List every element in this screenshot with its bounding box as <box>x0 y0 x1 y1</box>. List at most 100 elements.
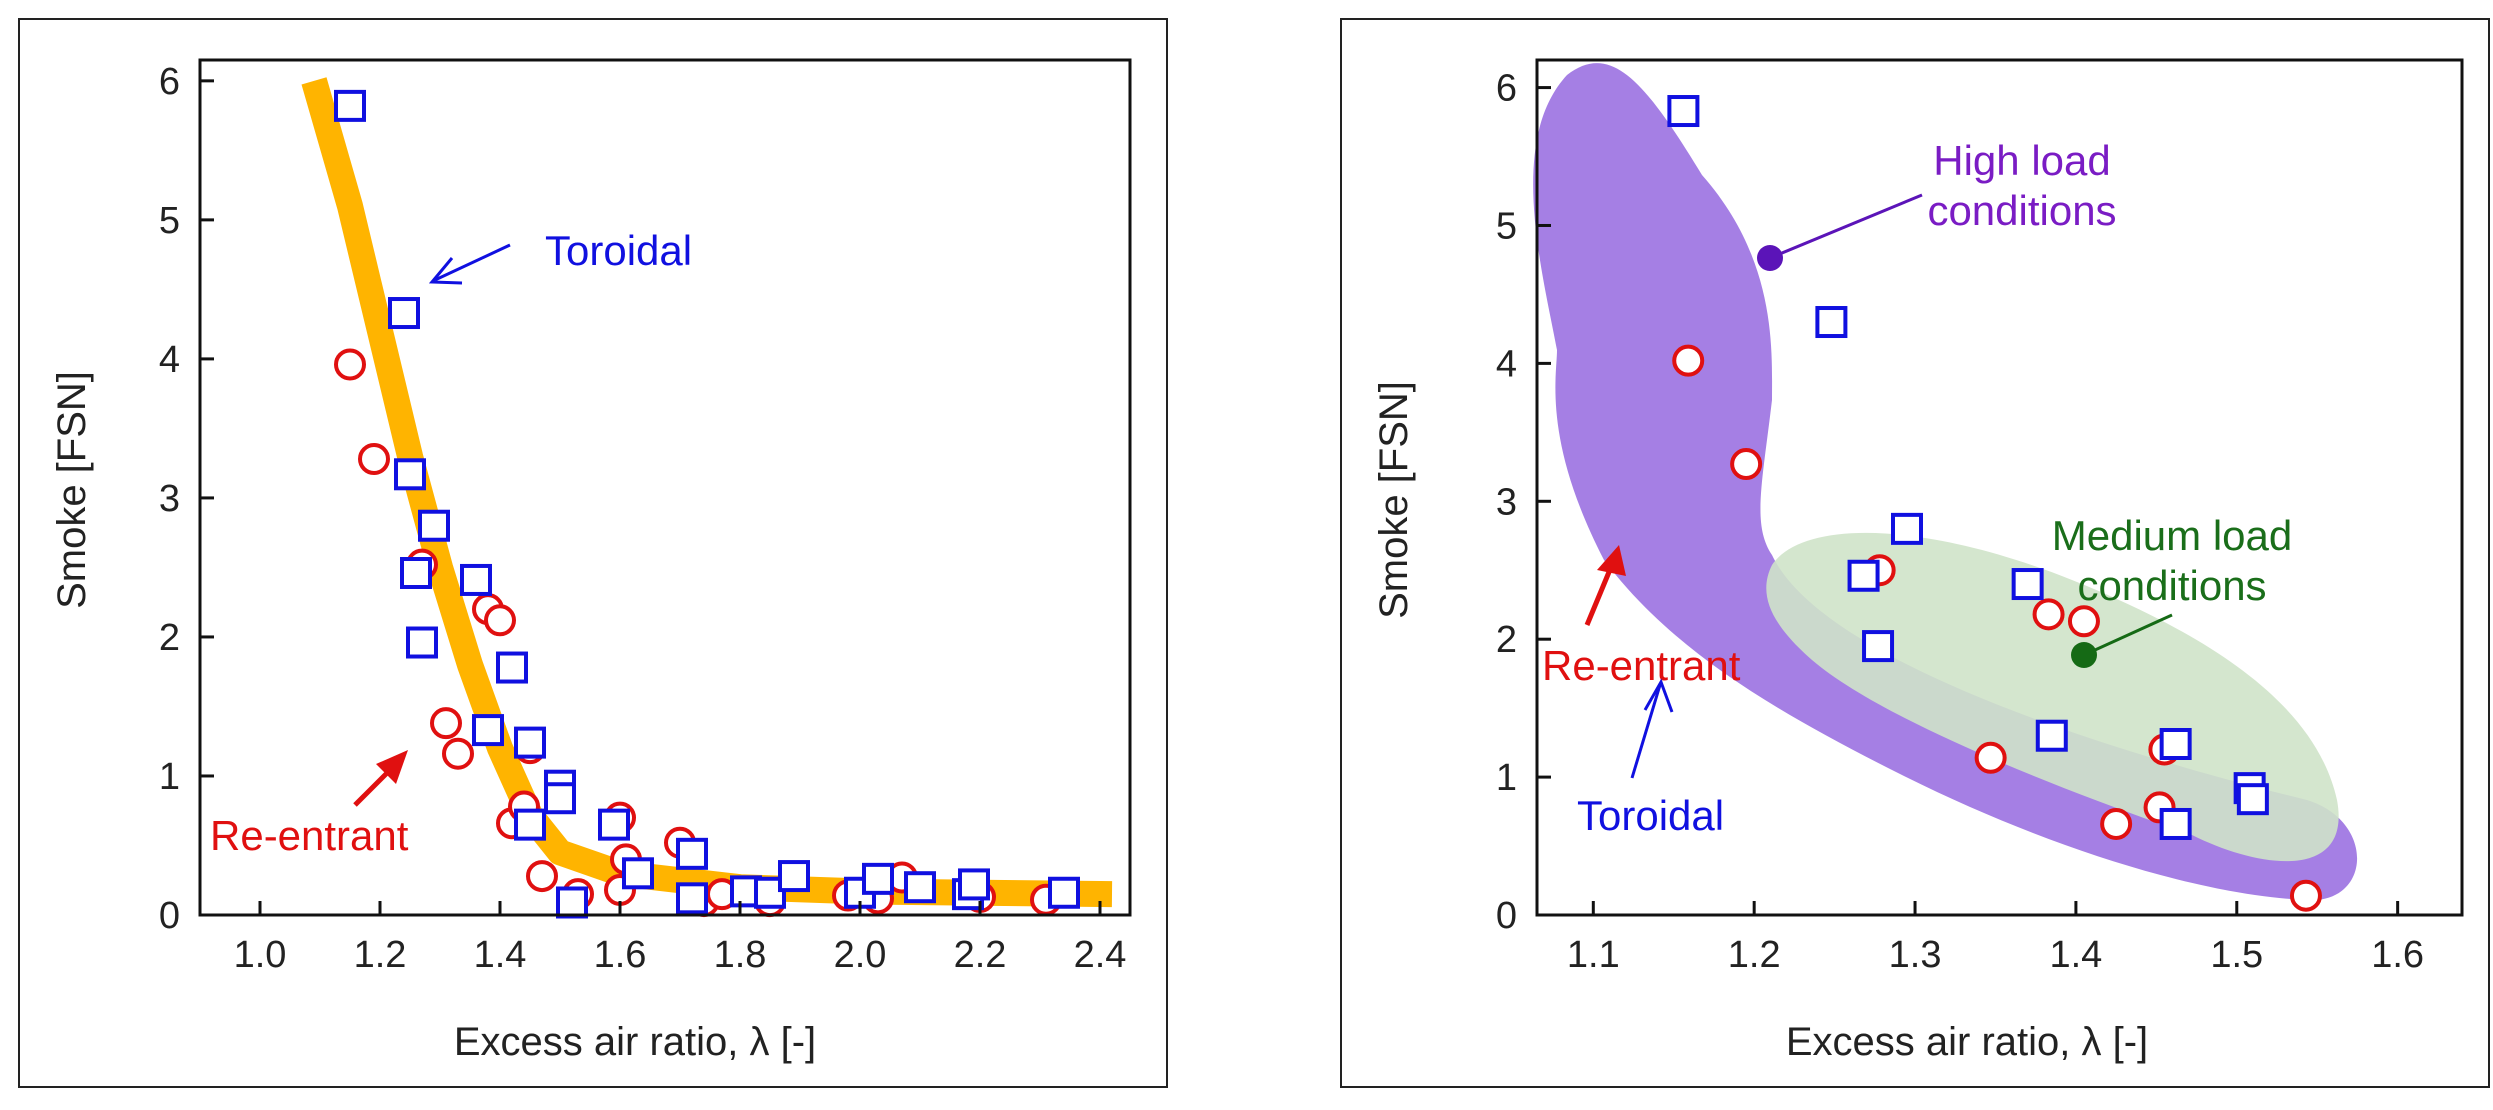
toroidal-point <box>622 857 654 890</box>
x-tick-label: 2.4 <box>1074 934 1127 976</box>
reentrant-point <box>334 348 366 381</box>
y-tick-label: 1 <box>1496 757 1517 799</box>
toroidal-point <box>388 297 420 330</box>
pointer-high-load-dot <box>1757 245 1783 271</box>
x-tick-label: 1.4 <box>2049 934 2102 976</box>
toroidal-point <box>904 871 936 904</box>
plot-frame <box>1535 58 2464 917</box>
toroidal-point <box>1667 95 1700 128</box>
reentrant-point <box>1974 741 2007 774</box>
toroidal-point <box>400 557 432 589</box>
reentrant-point <box>2100 807 2133 840</box>
toroidal-point <box>334 89 366 122</box>
x-tick-label: 1.6 <box>594 934 647 976</box>
y-tick-label: 2 <box>1496 619 1517 661</box>
y-tick-label: 0 <box>1496 895 1517 937</box>
toroidal-point <box>676 837 708 870</box>
left-chart-panel: 1.0 1.2 1.4 1.6 1.8 2.0 2.2 2.4 0 1 2 3 4 5 6 Toroidal… <box>18 18 1168 1088</box>
toroidal-point <box>1815 306 1848 339</box>
arrow-toroidal-right-head <box>1643 678 1674 713</box>
toroidal-point <box>406 626 438 659</box>
y-tick-label: 6 <box>159 61 180 103</box>
toroidal-point <box>556 886 588 919</box>
reentrant-point <box>2289 879 2322 912</box>
reentrant-point <box>484 604 516 637</box>
reentrant-point <box>2067 605 2100 638</box>
label-medium-load-line1: Medium load <box>2052 512 2292 559</box>
reentrant-point <box>2032 598 2065 631</box>
y-tick-label: 5 <box>1496 205 1517 247</box>
plot-frame <box>198 58 1132 917</box>
label-high-load-line1: High load <box>1933 137 2110 184</box>
y-tick-label: 6 <box>1496 68 1517 110</box>
annotation-toroidal-right: Toroidal <box>1577 792 1724 839</box>
left-y-axis-label: Smoke [FSN] <box>50 371 94 609</box>
toroidal-point <box>958 868 990 901</box>
reentrant-point <box>442 737 474 770</box>
reentrant-point <box>1672 344 1705 377</box>
x-tick-label: 2.2 <box>954 934 1007 976</box>
x-tick-label: 1.2 <box>1728 934 1781 976</box>
pointer-medium-load <box>2083 613 2173 657</box>
toroidal-point <box>1891 512 1923 545</box>
y-tick-label: 1 <box>159 756 180 798</box>
y-tick-label: 4 <box>159 339 180 381</box>
label-medium-load-line2: conditions <box>2077 562 2266 609</box>
left-x-axis-label: Excess air ratio, λ [-] <box>454 1020 816 1064</box>
x-tick-label: 1.8 <box>714 934 767 976</box>
fit-curve <box>301 77 1113 908</box>
toroidal-point <box>778 860 810 893</box>
x-tick-label: 1.3 <box>1889 934 1942 976</box>
y-tick-label: 3 <box>1496 481 1517 523</box>
toroidal-point <box>598 808 630 841</box>
toroidal-point <box>514 808 546 841</box>
y-tick-label: 3 <box>159 478 180 520</box>
high-load-region <box>1533 63 2358 901</box>
reentrant-point <box>430 707 462 740</box>
right-chart-panel: 1.1 1.2 1.3 1.4 1.5 1.6 0 1 2 3 4 5 6 High load cond… <box>1340 18 2490 1088</box>
toroidal-point <box>2011 568 2044 601</box>
toroidal-point <box>460 563 492 596</box>
annotation-toroidal: Toroidal <box>545 227 692 274</box>
toroidal-point <box>1847 559 1880 592</box>
right-x-axis-label: Excess air ratio, λ [-] <box>1786 1020 2148 1064</box>
arrow-toroidal-head <box>428 257 463 285</box>
y-tick-label: 4 <box>1496 343 1517 385</box>
y-tick-label: 0 <box>159 895 180 937</box>
toroidal-point <box>2159 728 2192 760</box>
toroidal-point <box>544 782 576 815</box>
pointer-high-load <box>1769 193 1923 260</box>
reentrant-point <box>1730 448 1763 481</box>
annotation-reentrant-right: Re-entrant <box>1542 642 1741 689</box>
x-tick-label: 1.5 <box>2210 934 2263 976</box>
x-tick-label: 2.0 <box>834 934 887 976</box>
annotation-reentrant: Re-entrant <box>210 812 409 859</box>
pointer-medium-load-dot <box>2071 642 2097 668</box>
toroidal-point <box>1048 876 1080 909</box>
x-tick-label: 1.4 <box>474 934 527 976</box>
label-high-load-line2: conditions <box>1927 187 2116 234</box>
y-tick-label: 2 <box>159 617 180 659</box>
toroidal-point <box>2035 719 2068 752</box>
right-y-axis-label: Smoke [FSN] <box>1372 381 1416 619</box>
toroidal-point <box>394 458 426 491</box>
left-chart: 1.0 1.2 1.4 1.6 1.8 2.0 2.2 2.4 0 1 2 3 4 5 6 Toroidal… <box>50 58 1132 1064</box>
toroidal-point <box>1862 630 1895 663</box>
arrow-toroidal <box>434 243 511 282</box>
toroidal-point <box>472 714 504 747</box>
toroidal-point <box>862 862 894 895</box>
x-tick-label: 1.2 <box>354 934 407 976</box>
toroidal-point <box>418 509 450 542</box>
toroidal-point <box>2159 807 2192 840</box>
x-tick-label: 1.0 <box>234 934 287 976</box>
medium-load-region <box>1766 532 2339 862</box>
right-chart: 1.1 1.2 1.3 1.4 1.5 1.6 0 1 2 3 4 5 6 High load cond… <box>1372 58 2464 1064</box>
x-tick-label: 1.6 <box>2371 934 2424 976</box>
arrow-toroidal-right <box>1630 684 1662 779</box>
toroidal-point <box>2236 783 2269 816</box>
y-tick-label: 5 <box>159 200 180 242</box>
toroidal-point <box>676 882 708 915</box>
arrow-reentrant-head <box>376 750 408 784</box>
toroidal-point <box>496 651 528 684</box>
x-tick-label: 1.1 <box>1567 934 1620 976</box>
